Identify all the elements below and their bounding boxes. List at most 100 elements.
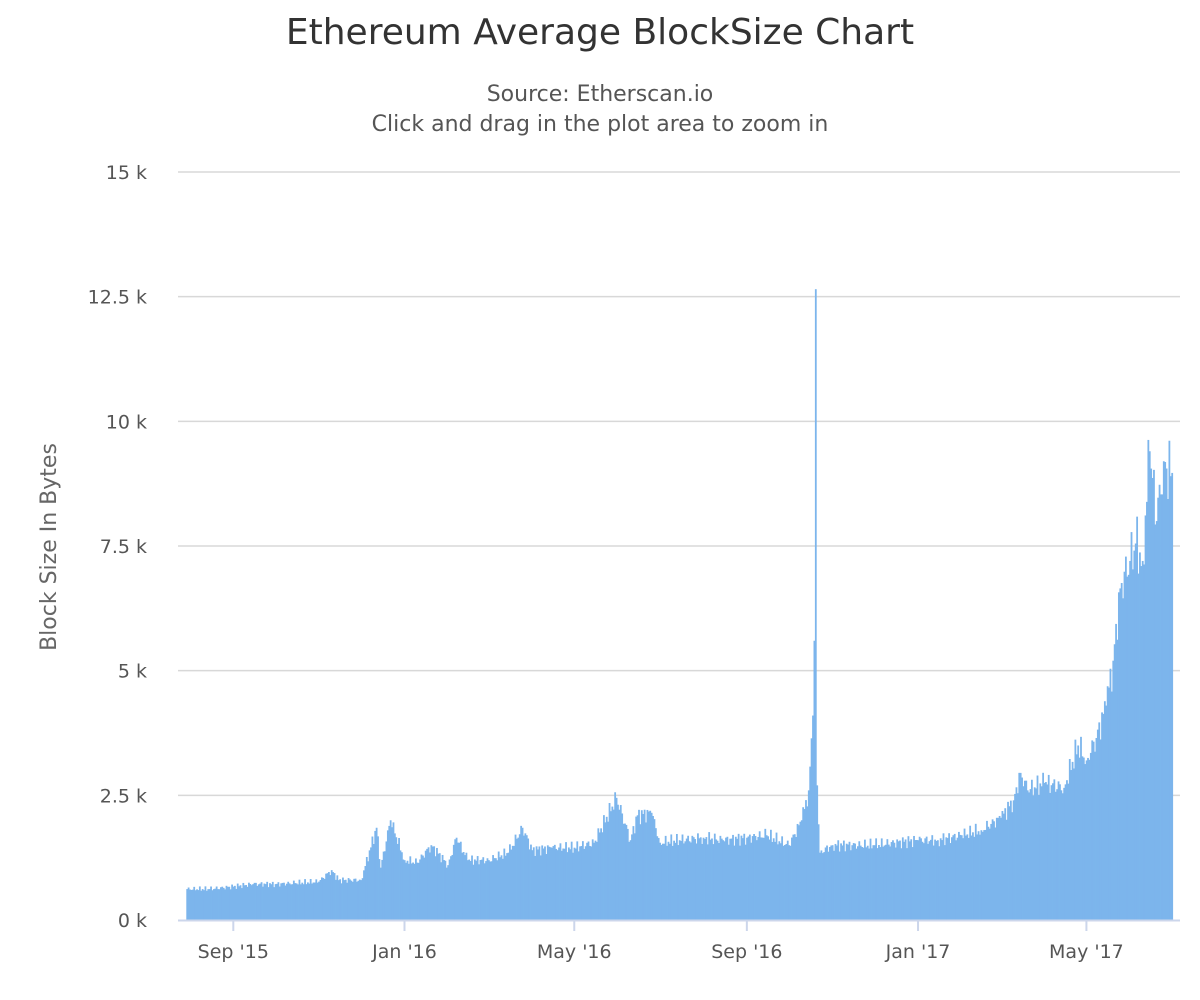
bar	[1081, 756, 1084, 920]
bar	[238, 886, 241, 920]
bar	[736, 838, 739, 920]
bar	[424, 850, 427, 920]
bar	[733, 845, 736, 920]
bar	[1126, 576, 1129, 920]
bar	[943, 845, 946, 920]
bar	[786, 840, 789, 920]
bar	[956, 837, 959, 920]
bar	[667, 841, 670, 920]
bar	[535, 846, 538, 920]
bar	[639, 824, 642, 920]
bar	[987, 826, 990, 920]
bar	[356, 881, 358, 920]
bar	[755, 840, 758, 920]
bar	[772, 838, 775, 920]
bar	[785, 843, 788, 920]
bar	[381, 859, 384, 920]
bar	[1125, 556, 1127, 920]
bar	[510, 849, 513, 920]
bar	[315, 879, 318, 920]
bar	[420, 854, 423, 920]
bar	[187, 887, 190, 920]
bar	[650, 812, 653, 920]
bar	[1046, 784, 1049, 920]
bar	[1012, 800, 1015, 920]
bar	[295, 883, 298, 920]
bar	[384, 851, 386, 920]
bar	[695, 843, 698, 920]
bar	[218, 889, 221, 920]
bar	[1070, 770, 1073, 920]
bar	[566, 852, 569, 920]
bar	[697, 833, 699, 920]
bar	[323, 879, 326, 920]
bar	[720, 838, 723, 920]
bar	[619, 805, 622, 920]
bar	[883, 845, 886, 920]
bar	[255, 882, 257, 920]
bar	[812, 715, 814, 920]
bar	[826, 845, 828, 920]
bar	[852, 843, 855, 920]
bar	[934, 839, 936, 920]
bar	[580, 846, 583, 920]
bar	[480, 859, 483, 920]
bar	[654, 828, 657, 920]
bar	[873, 845, 876, 920]
bar	[375, 827, 378, 920]
bar	[833, 850, 835, 920]
bar	[194, 890, 197, 920]
bar	[757, 837, 760, 920]
bar	[796, 823, 799, 920]
bar	[949, 843, 952, 920]
bar	[1038, 794, 1040, 920]
bar	[514, 834, 517, 920]
bar	[1129, 560, 1131, 920]
bar	[399, 850, 402, 920]
bar	[789, 845, 792, 920]
bar	[417, 862, 420, 920]
bar	[1029, 789, 1032, 920]
bar	[942, 833, 945, 920]
bar	[1146, 501, 1148, 920]
bar	[483, 863, 486, 920]
bar-series[interactable]	[186, 289, 1174, 920]
bar	[368, 850, 371, 920]
bar	[753, 834, 755, 920]
bar	[464, 855, 466, 920]
bar	[862, 847, 865, 920]
bar	[584, 846, 587, 920]
bar	[1168, 440, 1171, 920]
bar	[1050, 785, 1053, 920]
bar	[903, 841, 906, 920]
x-tick-label: Sep '16	[711, 941, 782, 963]
bar	[382, 851, 385, 920]
bar	[889, 846, 892, 920]
bar	[868, 848, 871, 920]
bar	[502, 858, 504, 920]
y-tick-label: 0 k	[118, 910, 147, 932]
bar	[347, 878, 350, 920]
bar	[827, 851, 830, 920]
bar	[589, 846, 591, 920]
bar	[448, 859, 451, 920]
bar	[1014, 793, 1016, 920]
bar	[788, 845, 791, 920]
bar	[795, 837, 798, 920]
chart-title: Ethereum Average BlockSize Chart	[285, 12, 915, 53]
bar	[642, 813, 645, 920]
bar	[740, 835, 743, 920]
bar	[340, 883, 343, 920]
bar	[524, 833, 527, 920]
bar	[344, 879, 347, 920]
bar	[1087, 757, 1089, 920]
bar	[617, 804, 619, 920]
bar	[290, 884, 292, 920]
bar	[545, 854, 548, 920]
bar	[309, 879, 312, 920]
bar	[1022, 786, 1025, 920]
bar	[565, 842, 567, 920]
bar	[459, 841, 462, 920]
bar	[904, 839, 907, 920]
